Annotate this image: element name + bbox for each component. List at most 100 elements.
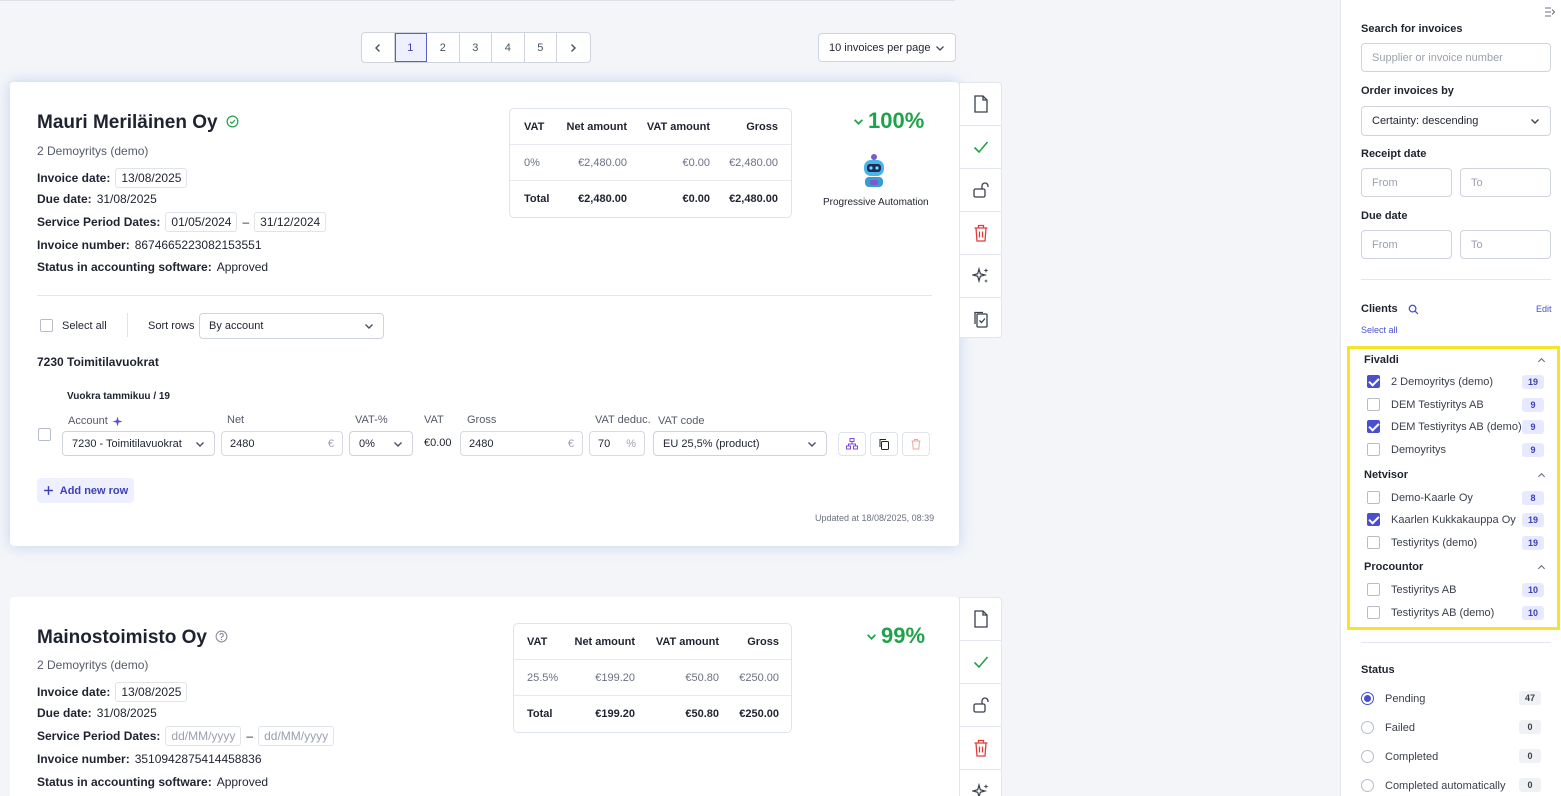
vat-code-select[interactable]: EU 25,5% (product) (653, 431, 827, 456)
sort-rows-select[interactable]: By account (199, 313, 384, 339)
receipt-to-input[interactable]: To (1460, 168, 1551, 197)
add-new-row-button[interactable]: Add new row (37, 478, 134, 503)
due-to-input[interactable]: To (1460, 230, 1551, 259)
client-checkbox[interactable] (1367, 491, 1380, 504)
client-item[interactable]: DEM Testiyritys AB (1367, 398, 1484, 411)
order-select[interactable]: Certainty: descending (1361, 106, 1551, 136)
status-radio[interactable] (1361, 750, 1374, 763)
account-select[interactable]: 7230 - Toimitilavuokrat (62, 431, 215, 456)
vat-summary-table: VAT Net amount VAT amount Gross 0% €2,48… (509, 108, 792, 218)
delete-row-button[interactable] (902, 432, 930, 456)
receipt-from-input[interactable]: From (1361, 168, 1452, 197)
edit-clients-link[interactable]: Edit (1536, 304, 1552, 314)
page-button-2[interactable]: 2 (427, 33, 460, 62)
collapse-sidebar-icon[interactable] (1544, 6, 1556, 18)
status-value: Approved (216, 775, 269, 789)
client-item[interactable]: Testiyritys AB (1367, 583, 1456, 596)
client-checkbox[interactable] (1367, 513, 1380, 526)
net-input[interactable]: 2480 € (221, 431, 343, 456)
client-checkbox[interactable] (1367, 420, 1380, 433)
split-row-button[interactable] (838, 432, 866, 456)
approve-button[interactable] (960, 126, 1001, 169)
ai-suggest-button[interactable] (960, 770, 1001, 796)
gross-value: 2480 (469, 437, 494, 450)
client-item[interactable]: Kaarlen Kukkakauppa Oy (1367, 513, 1516, 526)
vat-pct-select[interactable]: 0% (349, 431, 413, 456)
due-date-value[interactable]: 31/08/2025 (96, 706, 157, 720)
client-item[interactable]: Testiyritys (demo) (1367, 536, 1477, 549)
per-page-value: 10 invoices per page (829, 41, 931, 54)
client-count-badge: 19 (1522, 375, 1544, 389)
approve-button[interactable] (960, 641, 1001, 684)
unlock-icon (972, 697, 989, 713)
unlock-button[interactable] (960, 684, 1001, 727)
status-radio[interactable] (1361, 721, 1374, 734)
due-date-row: Due date: 31/08/2025 (37, 192, 157, 206)
invoice-number-label: Invoice number: (37, 238, 130, 252)
chevron-down-icon (394, 441, 402, 447)
chevron-up-icon[interactable] (1537, 356, 1546, 365)
search-input[interactable]: Supplier or invoice number (1361, 43, 1551, 72)
client-item[interactable]: Demo-Kaarle Oy (1367, 491, 1473, 504)
gross-input[interactable]: 2480 € (460, 431, 583, 456)
select-all-clients-link[interactable]: Select all (1361, 325, 1398, 335)
page-button-1[interactable]: 1 (394, 33, 427, 62)
delete-invoice-button[interactable] (960, 212, 1001, 255)
net-header: Net amount (574, 635, 636, 648)
page-button-4[interactable]: 4 (492, 33, 525, 62)
chevron-up-icon[interactable] (1537, 471, 1546, 480)
search-icon[interactable] (1408, 304, 1419, 315)
status-option-completed[interactable]: Completed (1361, 750, 1438, 763)
client-checkbox[interactable] (1367, 398, 1380, 411)
client-item[interactable]: Testiyritys AB (demo) (1367, 606, 1494, 619)
client-item[interactable]: Demoyritys (1367, 443, 1446, 456)
client-checkbox[interactable] (1367, 536, 1380, 549)
net-label: Net (227, 414, 245, 426)
service-from-field[interactable]: dd/MM/yyyy (165, 726, 242, 746)
client-checkbox[interactable] (1367, 443, 1380, 456)
page-button-3[interactable]: 3 (460, 33, 492, 62)
net-cell: €199.20 (595, 671, 635, 684)
select-all-checkbox[interactable] (40, 319, 53, 332)
certainty-toggle[interactable]: 99% (866, 623, 925, 649)
sidebar-divider (1361, 279, 1551, 280)
client-checkbox[interactable] (1367, 583, 1380, 596)
row-checkbox[interactable] (38, 428, 51, 441)
invoice-date-field[interactable]: 13/08/2025 (115, 168, 188, 188)
vat-deduc-input[interactable]: 70 % (589, 431, 645, 456)
next-page-button[interactable] (557, 33, 590, 62)
service-to-field[interactable]: 31/12/2024 (254, 212, 327, 232)
prev-page-button[interactable] (362, 33, 395, 62)
clipboard-button[interactable] (960, 298, 1001, 341)
status-radio[interactable] (1361, 692, 1374, 705)
certainty-toggle[interactable]: 100% (853, 108, 924, 134)
service-from-field[interactable]: 01/05/2024 (165, 212, 238, 232)
client-item[interactable]: DEM Testiyritys AB (demo) (1367, 420, 1522, 433)
client-checkbox[interactable] (1367, 606, 1380, 619)
per-page-select[interactable]: 10 invoices per page (818, 33, 956, 62)
view-document-button[interactable] (960, 83, 1001, 126)
ai-suggest-button[interactable] (960, 255, 1001, 298)
status-option-completed-automatically[interactable]: Completed automatically (1361, 779, 1505, 792)
vat-summary-table: VAT Net amount VAT amount Gross 25.5% €1… (513, 623, 792, 733)
chevron-up-icon[interactable] (1537, 563, 1546, 572)
status-option-pending[interactable]: Pending (1361, 692, 1425, 705)
unlock-button[interactable] (960, 169, 1001, 212)
copy-row-button[interactable] (870, 432, 898, 456)
due-from-input[interactable]: From (1361, 230, 1452, 259)
status-radio[interactable] (1361, 779, 1374, 792)
view-document-button[interactable] (960, 598, 1001, 641)
client-checkbox[interactable] (1367, 375, 1380, 388)
invoice-date-field[interactable]: 13/08/2025 (115, 682, 188, 702)
status-option-failed[interactable]: Failed (1361, 721, 1415, 734)
page-button-5[interactable]: 5 (525, 33, 557, 62)
client-item[interactable]: 2 Demoyritys (demo) (1367, 375, 1493, 388)
select-all-rows[interactable]: Select all (40, 319, 107, 332)
service-to-field[interactable]: dd/MM/yyyy (258, 726, 335, 746)
service-period-label: Service Period Dates: (37, 729, 161, 743)
due-date-title: Due date (1361, 210, 1408, 222)
delete-invoice-button[interactable] (960, 727, 1001, 770)
status-title: Status (1361, 664, 1395, 676)
due-date-value[interactable]: 31/08/2025 (96, 192, 157, 206)
client-label: 2 Demoyritys (demo) (1391, 375, 1494, 388)
